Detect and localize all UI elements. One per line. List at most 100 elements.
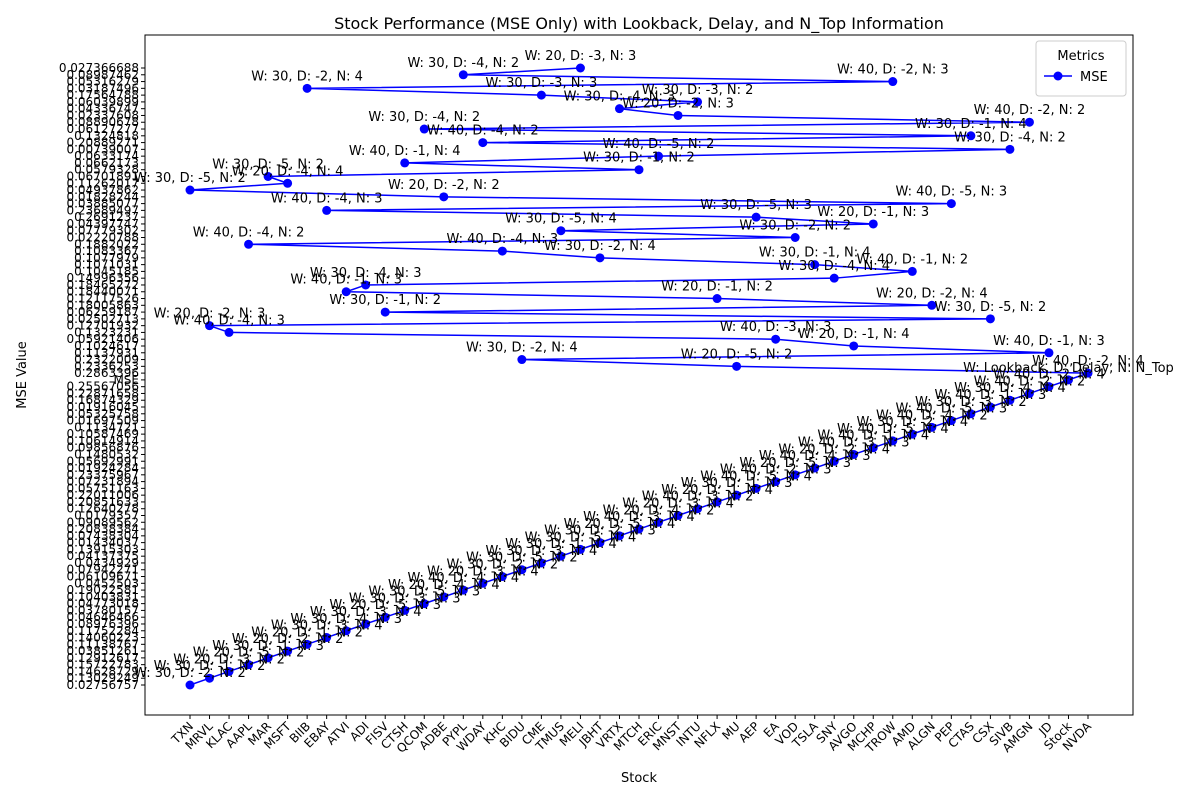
annotation: W: 20, D: -4, N: 2 <box>603 503 715 518</box>
y-tick-label: 0.05751163 <box>66 481 139 495</box>
data-point <box>419 599 429 609</box>
y-tick-label: 0.03885077 <box>66 197 139 211</box>
y-tick-label: 0.1077979 <box>74 251 139 265</box>
data-point <box>771 334 781 344</box>
data-point <box>575 63 585 73</box>
y-tick-label: 0.04646466 <box>66 610 139 624</box>
annotation: W: 30, D: -1, N: 4 <box>915 117 1027 132</box>
annotation: W: 20, D: -3, N: 3 <box>525 49 637 64</box>
y-tick-label: 0.16874329 <box>66 393 139 407</box>
legend-marker <box>1053 71 1063 81</box>
data-point <box>966 409 976 419</box>
annotation: W: 20, D: -2, N: 4 <box>876 286 988 301</box>
data-point <box>478 138 488 148</box>
annotation: W: 20, D: -1, N: 2 <box>251 625 363 640</box>
y-tick-label: 0.02220788 <box>66 231 139 245</box>
y-tick-label: 0.04137375 <box>66 549 139 563</box>
data-point <box>868 443 878 453</box>
chart-title: Stock Performance (MSE Only) with Lookba… <box>334 14 944 34</box>
y-tick-label: 0.10587469 <box>66 427 139 441</box>
annotation: W: 30, D: -1, N: 2 <box>329 293 441 308</box>
y-tick-label: 0.07779302 <box>66 224 139 238</box>
y-tick-label: 0.12912617 <box>66 651 139 665</box>
y-tick-label: 0.0662173 <box>74 156 139 170</box>
data-point <box>497 572 507 582</box>
annotation: W: 30, D: -1, N: 4 <box>759 246 871 261</box>
annotation: W: 40, D: -2, N: 3 <box>720 463 832 478</box>
y-tick-label: 0.2691237 <box>74 210 139 224</box>
data-point <box>985 314 995 324</box>
annotation: W: 40, D: -1, N: 4 <box>817 429 929 444</box>
data-point <box>517 565 527 575</box>
annotation: W: 40, D: -1, N: 3 <box>993 334 1105 349</box>
y-tick-label: 0.03851261 <box>66 644 139 658</box>
legend-label: MSE <box>1080 70 1108 85</box>
annotation: W: 20, D: -5, N: 4 <box>564 517 676 532</box>
y-tick-label: 0.2336253 <box>74 359 139 373</box>
y-tick-label: 0.12640278 <box>66 502 139 516</box>
annotation: W: 30, D: -4, N: 3 <box>564 90 676 105</box>
y-tick-label: 0.18005863 <box>66 298 139 312</box>
y-tick-label: 0.1137931 <box>74 346 139 360</box>
data-point <box>966 131 976 141</box>
y-tick-label: 0.09856876 <box>66 441 139 455</box>
y-tick-label: 0.0434929 <box>74 556 139 570</box>
annotation: W: 30, D: -2, N: 4 <box>466 341 578 356</box>
annotation: W: 30, D: -3, N: 2 <box>642 83 754 98</box>
y-tick-label: 0.11752284 <box>66 624 139 638</box>
data-point <box>888 77 898 87</box>
y-tick-label: 0.18465272 <box>66 278 139 292</box>
data-point <box>556 551 566 561</box>
annotation: W: 20, D: -1, N: 3 <box>817 205 929 220</box>
data-point <box>946 416 956 426</box>
data-point <box>693 504 703 514</box>
data-point <box>712 294 722 304</box>
annotation: W: 30, D: -1, N: 2 <box>583 151 695 166</box>
data-point <box>380 612 390 622</box>
annotation: W: 30, D: -3, N: 4 <box>486 544 598 559</box>
annotation: W: 40, D: -2, N: 4 <box>993 368 1105 383</box>
annotation: W: 40, D: -5, N: 4 <box>700 469 812 484</box>
annotation: W: 30, D: -5, N: 2 <box>134 171 246 186</box>
y-tick-label: 0.08987462 <box>66 68 139 82</box>
data-point <box>614 531 624 541</box>
data-point <box>380 307 390 317</box>
y-tick-label: 0.05325758 <box>66 407 139 421</box>
data-point <box>205 321 215 331</box>
data-point <box>810 463 820 473</box>
data-point <box>322 633 332 643</box>
y-tick-label: 0.1024617 <box>74 339 139 353</box>
data-point <box>224 327 234 337</box>
annotation: W: 30, D: -3, N: 2 <box>915 395 1027 410</box>
y-tick-label: 0.07942271 <box>66 563 139 577</box>
annotation: W: 30, D: -3, N: 4 <box>271 619 383 634</box>
y-tick-label: 0.02756757 <box>66 678 139 692</box>
annotation: W: 30, D: -4, N: 3 <box>290 612 402 627</box>
data-point <box>244 239 254 249</box>
data-point <box>985 402 995 412</box>
y-tick-label: 0.04937862 <box>66 183 139 197</box>
annotation: W: 30, D: -4, N: 2 <box>368 110 480 125</box>
data-point <box>575 544 585 554</box>
y-tick-label: 0.01697509 <box>66 414 139 428</box>
axes-frame <box>144 34 1134 716</box>
y-tick-label: 0.05692991 <box>66 454 139 468</box>
y-tick-label: 0.20838384 <box>66 522 139 536</box>
data-point <box>283 178 293 188</box>
data-point <box>907 429 917 439</box>
data-point <box>693 97 703 107</box>
y-tick-label: 0.06039899 <box>66 95 139 109</box>
y-tick-label: 0.2863396 <box>74 366 139 380</box>
y-tick-label: 0.14996356 <box>66 271 139 285</box>
y-axis-label: MSE Value <box>15 341 30 409</box>
annotation: W: Lookback, D: Delay, N: N_Top <box>963 361 1174 376</box>
annotation: W: 40, D: -4, N: 3 <box>759 449 871 464</box>
legend-box <box>1035 40 1127 97</box>
y-tick-label: 0.0452503 <box>74 576 139 590</box>
y-tick-label: 0.10403831 <box>66 590 139 604</box>
y-tick-label: 0.22011006 <box>66 488 139 502</box>
data-point <box>771 477 781 487</box>
annotation: W: 40, D: -1, N: 2 <box>856 252 968 267</box>
y-tick-label: 0.06259187 <box>66 305 139 319</box>
data-point <box>244 660 254 670</box>
